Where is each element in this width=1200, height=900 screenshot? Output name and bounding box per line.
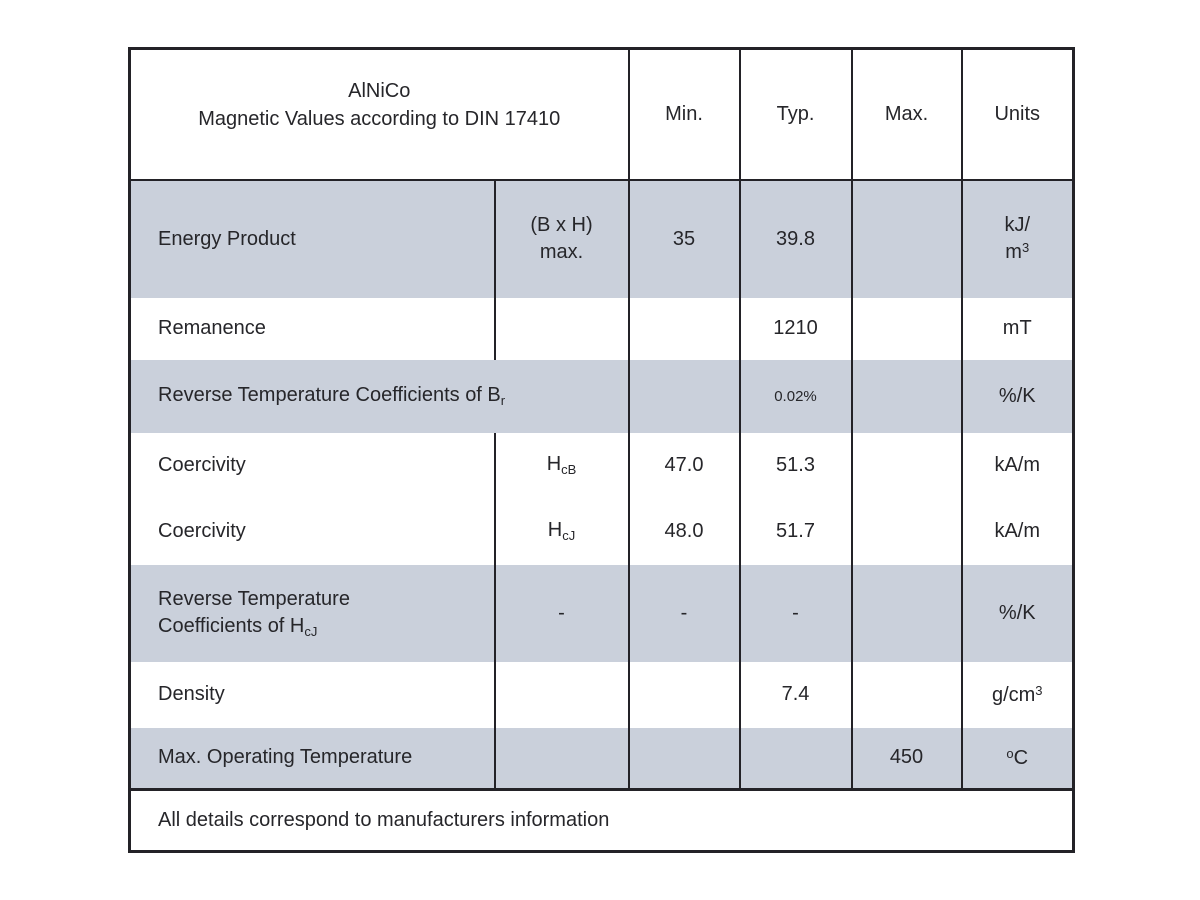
rev-temp-br-min xyxy=(627,359,740,433)
row-coercivity-hcj: Coercivity HcJ 48.0 51.7 kA/m xyxy=(130,498,1074,565)
row-coercivity-hcb: Coercivity HcB 47.0 51.3 kA/m xyxy=(130,432,1074,499)
remanence-units: mT xyxy=(960,297,1074,360)
density-name: Density xyxy=(158,683,225,705)
max-op-temp-typ xyxy=(738,727,852,790)
max-op-temp-units-base: C xyxy=(1013,746,1029,769)
coercivity-hcb-symbol: HcB xyxy=(493,432,629,499)
magnetic-values-table: AlNiCo Magnetic Values according to DIN … xyxy=(128,47,1075,853)
rev-temp-hcj-min: - xyxy=(627,564,740,662)
coercivity-hcj-symbol-base: H xyxy=(547,519,563,542)
coercivity-hcj-max xyxy=(850,498,962,565)
rev-temp-hcj-symbol: - xyxy=(493,564,629,662)
energy-product-units-sup: 3 xyxy=(1021,240,1030,256)
density-typ: 7.4 xyxy=(738,661,852,728)
row-energy-product: Energy Product (B x H) max. 35 39.8 kJ/ … xyxy=(129,179,1074,298)
coercivity-hcj-min: 48.0 xyxy=(627,498,740,565)
coercivity-hcb-symbol-base: H xyxy=(546,453,562,476)
energy-product-name: Energy Product xyxy=(129,179,495,298)
row-rev-temp-coeff-hcj: Reverse Temperature Coefficients of HcJ … xyxy=(129,564,1074,662)
column-header-min: Min. xyxy=(627,48,740,181)
density-units-sup: 3 xyxy=(1035,682,1043,698)
coercivity-hcb-symbol-sub: cB xyxy=(561,462,577,478)
column-header-units: Units xyxy=(960,48,1074,181)
table-title-line1: AlNiCo xyxy=(348,79,411,102)
max-op-temp-units-sup: o xyxy=(1006,745,1014,761)
energy-product-min: 35 xyxy=(627,179,740,298)
energy-product-units-line1: kJ/ xyxy=(1004,214,1031,236)
coercivity-hcj-symbol: HcJ xyxy=(493,498,629,565)
rev-temp-br-name: Reverse Temperature Coefficients of Br xyxy=(129,359,629,433)
table-footer-row: All details correspond to manufacturers … xyxy=(129,788,1074,852)
rev-temp-hcj-units: %/K xyxy=(960,564,1074,662)
energy-product-units-line2: m3 xyxy=(964,239,1073,266)
density-max xyxy=(850,661,962,728)
energy-product-symbol: (B x H) max. xyxy=(493,179,629,298)
row-remanence: Remanence 1210 mT xyxy=(130,297,1074,360)
row-rev-temp-coeff-br: Reverse Temperature Coefficients of Br 0… xyxy=(129,359,1074,433)
footer-note: All details correspond to manufacturers … xyxy=(129,788,1074,852)
coercivity-hcb-units: kA/m xyxy=(960,432,1074,499)
rev-temp-br-name-base: Reverse Temperature Coefficients of B xyxy=(158,383,501,406)
coercivity-hcj-units: kA/m xyxy=(960,498,1074,565)
max-op-temp-min xyxy=(627,727,740,790)
energy-product-max xyxy=(850,179,962,298)
rev-temp-br-units: %/K xyxy=(960,359,1074,433)
energy-product-symbol-line1: (B x H) xyxy=(530,214,593,236)
density-min xyxy=(627,661,740,728)
max-op-temp-name: Max. Operating Temperature xyxy=(129,727,495,790)
remanence-typ: 1210 xyxy=(738,297,852,360)
energy-product-typ: 39.8 xyxy=(738,179,852,298)
max-op-temp-units: oC xyxy=(960,727,1074,790)
density-units: g/cm3 xyxy=(960,661,1074,728)
remanence-name: Remanence xyxy=(158,317,266,339)
energy-product-units-base: m xyxy=(1005,241,1022,263)
rev-temp-hcj-max xyxy=(850,564,962,662)
column-header-max: Max. xyxy=(850,48,962,181)
remanence-max xyxy=(850,297,962,360)
max-op-temp-max: 450 xyxy=(850,727,962,790)
remanence-min xyxy=(627,297,740,360)
coercivity-hcj-symbol-sub: cJ xyxy=(562,528,576,544)
row-density: Density 7.4 g/cm3 xyxy=(130,661,1074,728)
rev-temp-hcj-name-line2: Coefficients of HcJ xyxy=(158,613,494,641)
remanence-symbol xyxy=(493,297,629,360)
max-op-temp-symbol xyxy=(493,727,629,790)
rev-temp-hcj-name: Reverse Temperature Coefficients of HcJ xyxy=(129,564,495,662)
column-header-typ: Typ. xyxy=(738,48,852,181)
coercivity-hcb-min: 47.0 xyxy=(627,432,740,499)
energy-product-units: kJ/ m3 xyxy=(960,179,1074,298)
coercivity-hcb-name: Coercivity xyxy=(158,454,246,476)
table-title-line2: Magnetic Values according to DIN 17410 xyxy=(198,108,561,131)
density-units-base: g/cm xyxy=(991,683,1036,706)
coercivity-hcb-max xyxy=(850,432,962,499)
rev-temp-hcj-name-line1: Reverse Temperature xyxy=(158,587,350,610)
rev-temp-hcj-name-line2-sub: cJ xyxy=(304,623,318,639)
coercivity-hcj-name: Coercivity xyxy=(158,520,246,542)
coercivity-hcb-typ: 51.3 xyxy=(738,432,852,499)
rev-temp-br-typ: 0.02% xyxy=(738,359,852,433)
table-title-cell: AlNiCo Magnetic Values according to DIN … xyxy=(129,48,629,181)
coercivity-hcj-typ: 51.7 xyxy=(738,498,852,565)
rev-temp-hcj-typ: - xyxy=(738,564,852,662)
rev-temp-br-name-sub: r xyxy=(500,393,506,409)
table-header-row: AlNiCo Magnetic Values according to DIN … xyxy=(129,48,1074,181)
row-max-operating-temperature: Max. Operating Temperature 450 oC xyxy=(129,727,1074,790)
rev-temp-hcj-name-line2-base: Coefficients of H xyxy=(158,614,305,637)
density-symbol xyxy=(493,661,629,728)
rev-temp-br-max xyxy=(850,359,962,433)
energy-product-symbol-line2: max. xyxy=(539,241,584,263)
